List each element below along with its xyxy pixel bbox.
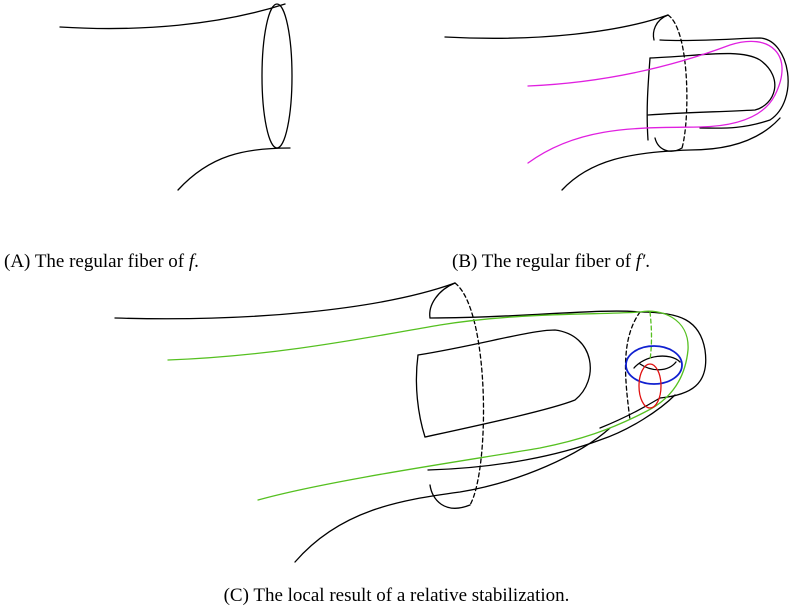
circle-back — [667, 14, 688, 149]
caption-text: The local result of a relative stabiliza… — [253, 585, 570, 606]
handle-hole — [633, 355, 681, 369]
circle-front — [429, 484, 471, 509]
caption-a: (A) The regular fiber of f. — [4, 251, 199, 273]
caption-label: (A) — [4, 251, 31, 272]
fiber-edge — [114, 282, 456, 320]
fiber-edge — [561, 117, 781, 191]
inner-disk — [646, 57, 651, 141]
tab-back — [624, 311, 641, 421]
stabilized-tab — [659, 37, 789, 129]
boundary-circle — [261, 3, 293, 149]
panel-b — [444, 14, 789, 191]
fiber-edge — [427, 394, 676, 471]
caption-b: (B) The regular fiber of f′. — [452, 251, 650, 273]
curve — [167, 310, 689, 501]
inner-disk — [415, 354, 426, 438]
caption-label: (B) — [452, 251, 478, 272]
red-curve — [638, 363, 662, 409]
caption-end: . — [645, 251, 650, 272]
blue-curve — [625, 345, 683, 385]
fiber-edge — [177, 147, 291, 191]
stabilized-tab — [429, 310, 707, 429]
fiber-edge — [444, 14, 669, 39]
circle-front — [652, 14, 669, 41]
caption-label: (C) — [223, 585, 249, 606]
caption-text: The regular fiber of — [34, 251, 185, 272]
curve — [527, 40, 783, 96]
caption-symbol: f′ — [635, 251, 646, 272]
inner-disk — [647, 52, 776, 116]
circle-front — [654, 137, 683, 152]
panel-a — [59, 3, 293, 191]
handle-hole — [639, 361, 677, 371]
inner-disk — [417, 329, 591, 438]
circle-front — [429, 282, 456, 319]
caption-text: The regular fiber of — [481, 251, 632, 272]
caption-c: (C) The local result of a relative stabi… — [0, 585, 793, 607]
fiber-edge — [59, 3, 286, 30]
caption-end: . — [194, 251, 199, 272]
fiber-edge — [294, 427, 611, 563]
curve — [527, 94, 776, 164]
curve-back — [649, 311, 653, 361]
circle-back — [454, 282, 485, 506]
caption-symbol: f — [188, 251, 195, 272]
panel-c — [114, 282, 707, 563]
